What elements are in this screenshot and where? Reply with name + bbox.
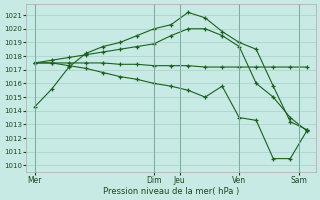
X-axis label: Pression niveau de la mer( hPa ): Pression niveau de la mer( hPa ) (103, 187, 239, 196)
